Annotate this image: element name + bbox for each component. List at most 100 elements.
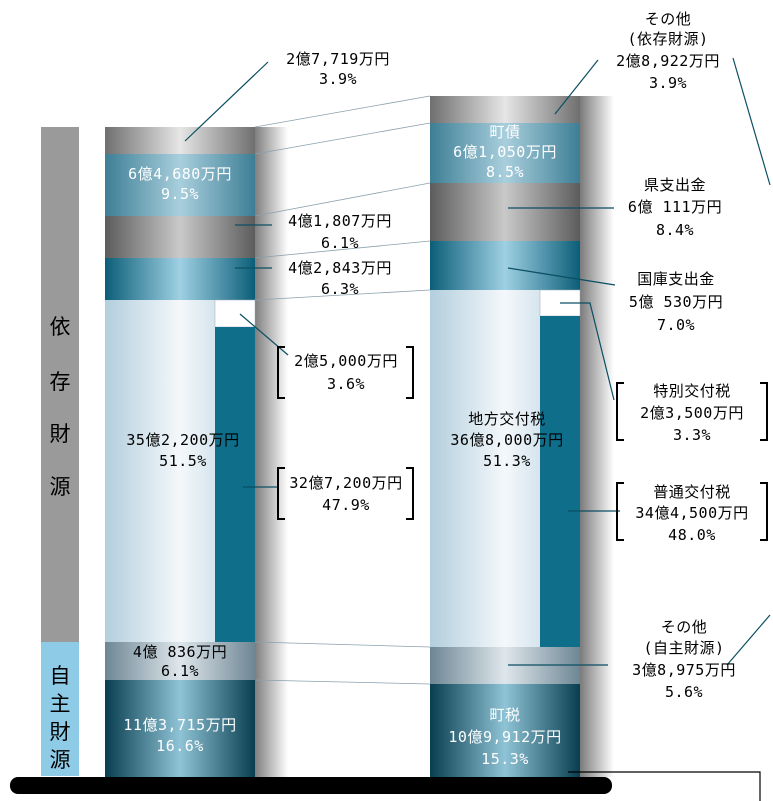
col2-town-bond-name: 町債 xyxy=(489,123,520,141)
col1-allocation-tax-amount: 35億2,200万円 xyxy=(126,431,239,449)
col2-prefecture-name: 県支出金 xyxy=(644,176,706,194)
segment-connector-lines xyxy=(254,95,431,685)
col1-town-tax-pct: 16.6% xyxy=(156,737,204,755)
col2-other-own-amount: 3億8,975万円 xyxy=(632,661,736,679)
col1-other-dependent-pct: 3.9% xyxy=(319,70,357,88)
col2-national-amount: 5億 530万円 xyxy=(629,293,723,311)
col2-national-pct: 7.0% xyxy=(657,316,695,334)
dependent-char-3: 財 xyxy=(50,422,71,446)
col1-segment-prefecture xyxy=(105,216,255,258)
col2-other-own-sub: (自主財源) xyxy=(643,639,724,657)
connector-line xyxy=(254,641,431,648)
bracket-right xyxy=(406,346,414,399)
leader-line xyxy=(507,267,616,286)
dependent-source-band xyxy=(41,127,79,642)
column-2-shadow xyxy=(578,96,614,777)
col2-other-own-pct: 5.6% xyxy=(665,683,703,701)
col2-other-dependent-amount: 2億8,922万円 xyxy=(616,52,720,70)
col1-town-bond-amount: 6億4,680万円 xyxy=(128,165,232,183)
column-1-labels: 2億7,719万円 3.9% 6億4,680万円 9.5% 4億1,807万円 … xyxy=(123,50,402,755)
leader-line xyxy=(560,302,615,401)
own-char-3: 財 xyxy=(50,720,71,744)
connector-line xyxy=(254,240,431,259)
leader-line xyxy=(732,57,771,186)
col1-town-bond-pct: 9.5% xyxy=(161,185,199,203)
col1-other-own-amount: 4億 836万円 xyxy=(133,643,227,661)
bracket-right xyxy=(760,482,768,541)
col1-ordinary-allocation-bar xyxy=(215,327,255,642)
bracket-left xyxy=(616,482,624,541)
connector-line xyxy=(254,679,431,685)
leader-line xyxy=(239,313,289,356)
dependent-char-4: 源 xyxy=(50,475,71,499)
col2-ordinary-allocation-pct: 48.0% xyxy=(668,526,716,544)
own-char-1: 自 xyxy=(50,664,71,688)
col1-town-tax-amount: 11億3,715万円 xyxy=(123,716,236,734)
leader-line xyxy=(726,614,771,666)
own-char-2: 主 xyxy=(50,692,71,716)
col2-ordinary-allocation-amount: 34億4,500万円 xyxy=(635,504,748,522)
col2-special-allocation-name: 特別交付税 xyxy=(653,382,731,400)
col1-national-amount: 4億2,843万円 xyxy=(288,259,392,277)
col2-allocation-tax-amount: 36億8,000万円 xyxy=(450,431,563,449)
breakdown-brackets xyxy=(277,346,768,541)
col1-special-allocation-amount: 2億5,000万円 xyxy=(294,352,398,370)
col1-special-allocation-pct: 3.6% xyxy=(327,375,365,393)
col2-town-tax-pct: 15.3% xyxy=(481,750,529,768)
col2-other-dependent-sub: (依存財源) xyxy=(627,30,708,48)
col1-national-pct: 6.3% xyxy=(321,280,359,298)
col2-other-dependent-name: その他 xyxy=(645,10,692,28)
col1-special-allocation-bar xyxy=(214,299,256,328)
col2-ordinary-allocation-name: 普通交付税 xyxy=(653,483,731,501)
col1-prefecture-pct: 6.1% xyxy=(321,234,359,252)
bracket-left xyxy=(277,467,285,520)
leader-line xyxy=(554,59,599,115)
bracket-right xyxy=(406,467,414,520)
col2-other-dependent-pct: 3.9% xyxy=(649,74,687,92)
connector-line xyxy=(254,122,431,155)
col2-town-tax-name: 町税 xyxy=(489,706,520,724)
col1-segment-other-own xyxy=(105,642,255,680)
col1-segment-national xyxy=(105,258,255,300)
col2-segment-national xyxy=(430,241,580,290)
col1-segment-town-bond xyxy=(105,154,255,216)
dependent-char-2: 存 xyxy=(50,370,71,394)
col2-national-name: 国庫支出金 xyxy=(637,270,715,288)
col1-allocation-tax-pct: 51.5% xyxy=(159,452,207,470)
connector-line xyxy=(254,95,431,128)
connector-line xyxy=(254,289,431,301)
bracket-left xyxy=(277,346,285,399)
col2-allocation-tax-name: 地方交付税 xyxy=(468,410,546,428)
own-char-4: 源 xyxy=(50,748,71,772)
col2-town-bond-pct: 8.5% xyxy=(486,163,524,181)
connector-line xyxy=(254,182,431,217)
col2-segment-town-tax xyxy=(430,684,580,777)
bracket-right xyxy=(760,382,768,441)
dependent-char-1: 依 xyxy=(50,315,71,339)
col2-special-allocation-pct: 3.3% xyxy=(673,426,711,444)
col2-special-allocation-amount: 2億3,500万円 xyxy=(640,404,744,422)
col1-segment-town-tax xyxy=(105,680,255,777)
col1-other-dependent-amount: 2億7,719万円 xyxy=(286,50,390,68)
col2-other-own-name: その他 xyxy=(661,618,708,636)
leader-line xyxy=(568,771,761,801)
column-1 xyxy=(105,127,256,777)
col2-segment-town-bond xyxy=(430,123,580,183)
col2-town-bond-amount: 6億1,050万円 xyxy=(453,143,557,161)
col2-town-tax-amount: 10億9,912万円 xyxy=(448,728,561,746)
col2-segment-prefecture xyxy=(430,183,580,241)
source-category-bands: 依 存 財 源 自 主 財 源 xyxy=(41,127,79,776)
col1-ordinary-allocation-pct: 47.9% xyxy=(322,496,370,514)
col2-ordinary-allocation-bar xyxy=(540,316,580,647)
leader-lines xyxy=(184,57,771,801)
col1-segment-other-dependent xyxy=(105,127,255,154)
column-2 xyxy=(430,96,581,777)
leader-line xyxy=(184,61,269,142)
own-source-band xyxy=(41,642,79,776)
column-2-labels: その他 (依存財源) 2億8,922万円 3.9% 町債 6億1,050万円 8… xyxy=(448,10,748,768)
col2-prefecture-pct: 8.4% xyxy=(656,221,694,239)
column-1-shadow xyxy=(252,127,288,777)
col1-other-own-pct: 6.1% xyxy=(161,662,199,680)
bracket-left xyxy=(616,382,624,441)
